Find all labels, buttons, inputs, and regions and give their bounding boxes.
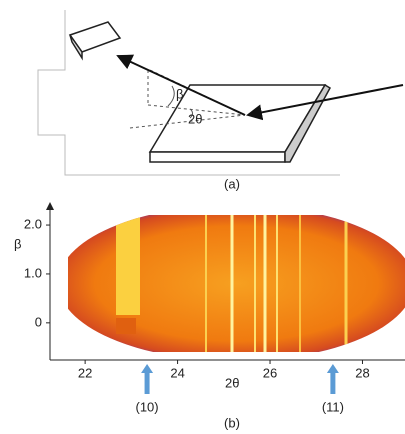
axis-arrow	[46, 202, 54, 210]
peak-arrow	[326, 364, 339, 394]
x-tick-label: 22	[78, 365, 92, 380]
peak-arrow	[141, 364, 154, 394]
detector	[68, 21, 122, 61]
incident-beam	[246, 84, 404, 121]
axes	[49, 205, 405, 361]
y-tick-label: 1.0	[24, 265, 42, 280]
peak-label: (11)	[322, 399, 344, 414]
beta-label: β	[176, 86, 183, 101]
sample-plate	[148, 83, 332, 163]
construction-lines	[129, 69, 246, 129]
x-axis-label: 2θ	[225, 375, 239, 390]
y-axis-label: β	[14, 236, 21, 251]
y-tick-label: 0	[35, 314, 42, 329]
two-theta-label: 2θ	[188, 111, 202, 126]
caption-a: (a)	[224, 176, 240, 191]
detector-image	[68, 215, 405, 352]
diffracted-beam	[116, 54, 246, 116]
peak-label: (10)	[136, 399, 159, 414]
y-tick-label: 2.0	[24, 216, 42, 231]
diagram-a	[37, 10, 340, 176]
x-tick-label: 24	[170, 365, 184, 380]
x-tick-label: 28	[355, 365, 369, 380]
caption-b: (b)	[224, 415, 240, 430]
x-tick-label: 26	[263, 365, 277, 380]
